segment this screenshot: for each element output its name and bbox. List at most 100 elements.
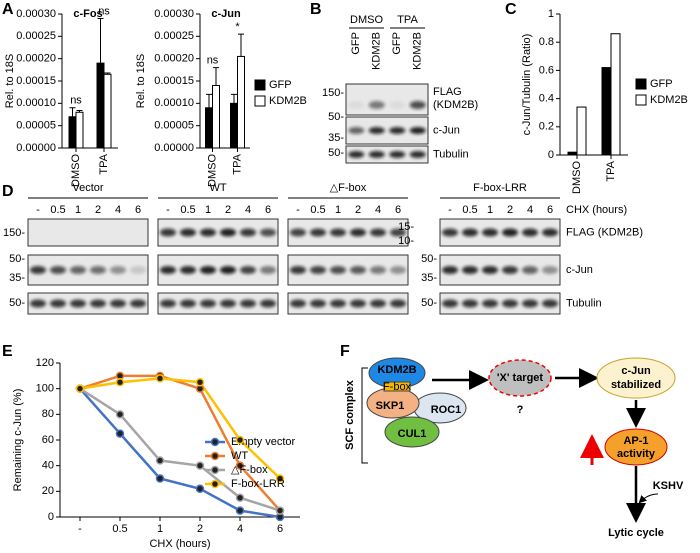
legend-point xyxy=(210,437,220,447)
blot-band xyxy=(50,299,66,308)
blot-band xyxy=(502,299,518,308)
point xyxy=(155,374,165,383)
blot-band xyxy=(180,299,196,308)
y-tick-label: 0 xyxy=(548,149,554,161)
blot-band xyxy=(350,299,366,308)
blot-band xyxy=(290,266,306,274)
row-label: (KDM2B) xyxy=(433,99,478,111)
error-bar xyxy=(104,72,111,75)
blot-band xyxy=(348,127,365,134)
line xyxy=(79,387,281,519)
lane-label: - xyxy=(296,204,300,216)
chart-title: c-Jun xyxy=(211,8,241,20)
blot-band xyxy=(370,228,386,237)
blot-band xyxy=(180,228,196,237)
legend-label: F-box-LRR xyxy=(231,478,285,490)
lane-label: 0.5 xyxy=(50,204,65,216)
lane-label: GFP xyxy=(391,32,403,55)
row-label: c-Jun xyxy=(566,264,593,276)
point xyxy=(195,484,205,494)
legend-label: WT xyxy=(231,450,248,462)
blot-band xyxy=(310,228,326,237)
y-tick-label: 0.4 xyxy=(539,93,554,105)
y-tick-label: 60 xyxy=(42,434,54,446)
blot-band xyxy=(442,266,458,274)
y-tick-label: 0.00020 xyxy=(16,53,56,65)
blot-frame xyxy=(157,292,279,315)
lane-label: 4 xyxy=(375,204,381,216)
y-tick-label: 0.00025 xyxy=(16,30,56,42)
blot-band xyxy=(390,299,406,308)
bar xyxy=(230,102,238,149)
point xyxy=(195,461,205,470)
blot-band xyxy=(180,266,196,274)
blot-band xyxy=(260,266,276,274)
mw-marker: 150- xyxy=(322,87,344,99)
blot-frame xyxy=(439,254,561,286)
legend-point xyxy=(210,479,220,489)
blot-band xyxy=(370,299,386,308)
blot-band xyxy=(330,299,346,308)
legend-label: KDM2B xyxy=(650,94,688,106)
point xyxy=(155,474,165,483)
blot-band xyxy=(502,266,518,274)
blot-band xyxy=(368,127,385,134)
blot-band xyxy=(260,228,276,237)
cul1-node xyxy=(384,416,440,448)
blot-band xyxy=(220,266,236,274)
blot-frame xyxy=(27,292,149,315)
annotation: * xyxy=(235,21,240,33)
blot-band xyxy=(389,101,406,109)
panel-label: F xyxy=(340,343,350,360)
lane-label: 1 xyxy=(75,204,81,216)
mw-marker: 150- xyxy=(3,227,25,239)
y-tick-label: 0.6 xyxy=(539,64,554,76)
x-tick-label: - xyxy=(78,523,82,535)
blot-band xyxy=(390,266,406,274)
y-tick-label: 0.00000 xyxy=(16,142,56,154)
fbox-node xyxy=(383,381,411,392)
error-bar xyxy=(231,93,237,104)
axis-label: CHX (hours) xyxy=(566,204,627,216)
blot-band xyxy=(30,266,46,274)
chart-title: c-Fos xyxy=(73,8,102,20)
row-label: Tubulin xyxy=(566,297,602,309)
y-tick-label: 100 xyxy=(36,383,54,395)
y-tick-label: 1 xyxy=(548,8,554,20)
blot-band xyxy=(240,266,256,274)
node-label: stabilized xyxy=(611,379,661,391)
blot-band xyxy=(200,299,216,308)
node-label: 'X' target xyxy=(497,372,544,384)
node-label: SKP1 xyxy=(376,400,405,412)
y-tick-label: 0.00010 xyxy=(16,97,56,109)
blot-frame xyxy=(27,254,149,286)
y-tick-label: 0.00020 xyxy=(154,53,194,65)
x-tick-label: TPA xyxy=(231,153,243,174)
group-label: F-box-LRR xyxy=(473,182,527,194)
bar xyxy=(601,67,612,156)
blot-band xyxy=(462,266,478,274)
blot-frame xyxy=(345,83,429,116)
blot-band xyxy=(130,266,146,274)
legend-swatch xyxy=(254,95,266,107)
lane-label: 6 xyxy=(395,204,401,216)
x-tick-label: DMSO xyxy=(206,154,218,187)
line xyxy=(79,377,281,480)
blot-band xyxy=(110,299,126,308)
lane-label: GFP xyxy=(350,32,362,55)
lane-label: - xyxy=(448,204,452,216)
blot-band xyxy=(462,299,478,308)
point xyxy=(235,435,245,445)
y-tick-label: 0.00025 xyxy=(154,30,194,42)
row-label: c-Jun xyxy=(433,124,460,136)
point xyxy=(275,506,285,515)
blot-frame xyxy=(287,254,409,286)
y-tick-label: 20 xyxy=(42,485,54,497)
blot-band xyxy=(160,299,176,308)
blot-band xyxy=(502,228,518,237)
x-tick-label: 2 xyxy=(197,523,203,535)
legend-point xyxy=(210,465,220,475)
blot-band xyxy=(348,151,365,158)
blot-band xyxy=(542,299,558,308)
